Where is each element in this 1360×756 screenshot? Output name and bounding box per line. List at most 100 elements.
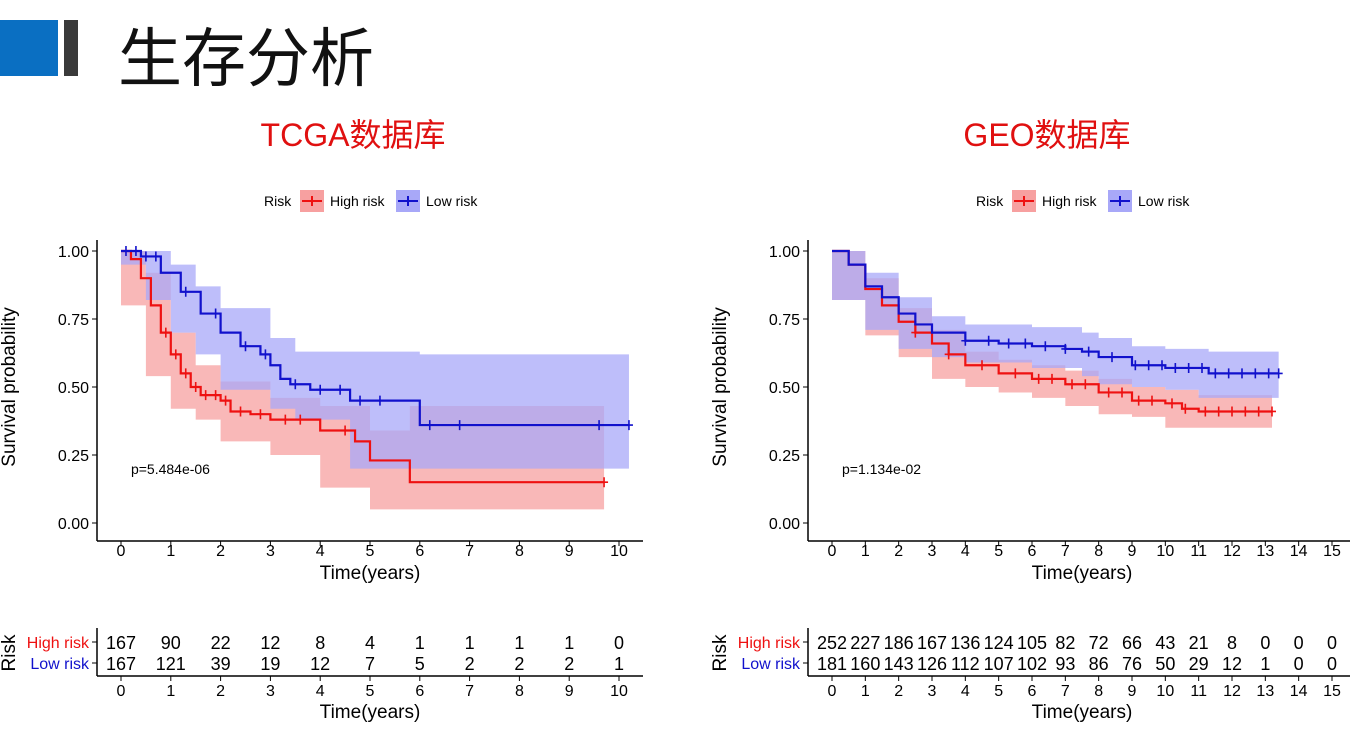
censor-mark xyxy=(1104,387,1113,398)
risk-count: 0 xyxy=(1327,633,1337,653)
x-tick-label: 14 xyxy=(1290,543,1308,560)
risk-count: 227 xyxy=(850,633,880,653)
y-tick-label: 0.00 xyxy=(58,516,89,533)
x-tick-label: 7 xyxy=(465,543,474,560)
risk-count: 86 xyxy=(1089,654,1109,674)
risk-x-tick-label: 9 xyxy=(565,683,574,700)
risk-x-tick-label: 7 xyxy=(1061,683,1070,700)
risk-count: 1 xyxy=(564,633,574,653)
risk-x-tick-label: 5 xyxy=(994,683,1003,700)
risk-count: 0 xyxy=(1294,633,1304,653)
header-accent-bar xyxy=(64,20,78,76)
risk-x-tick-label: 2 xyxy=(216,683,225,700)
risk-x-tick-label: 15 xyxy=(1323,683,1341,700)
censor-mark xyxy=(121,246,130,256)
x-tick-label: 0 xyxy=(117,543,126,560)
censor-mark xyxy=(1171,362,1180,373)
y-tick-label: 0.75 xyxy=(58,312,89,329)
censor-mark xyxy=(1041,341,1050,352)
risk-x-tick-label: 5 xyxy=(366,683,375,700)
header-accent-square xyxy=(0,20,58,76)
y-tick-label: 1.00 xyxy=(58,244,89,261)
y-tick-label: 0.25 xyxy=(58,448,89,465)
confidence-band xyxy=(121,251,629,469)
censor-mark xyxy=(131,246,140,256)
risk-x-tick-label: 6 xyxy=(415,683,424,700)
x-tick-label: 2 xyxy=(216,543,225,560)
censor-mark xyxy=(1228,406,1236,417)
censor-mark xyxy=(1011,368,1020,379)
censor-mark xyxy=(1184,362,1193,373)
censor-mark xyxy=(1068,379,1076,390)
censor-mark xyxy=(624,420,633,431)
risk-count: 1 xyxy=(514,633,524,653)
risk-count: 39 xyxy=(211,654,231,674)
x-tick-label: 13 xyxy=(1256,543,1274,560)
x-tick-label: 1 xyxy=(861,543,870,560)
risk-x-tick-label: 1 xyxy=(166,683,175,700)
risk-x-tick-label: 12 xyxy=(1223,683,1241,700)
risk-x-tick-label: 2 xyxy=(894,683,903,700)
censor-mark xyxy=(961,335,970,346)
risk-row-label: High risk xyxy=(738,635,801,652)
risk-count: 21 xyxy=(1189,633,1209,653)
chart-title: GEO数据库 xyxy=(963,117,1130,153)
censor-mark xyxy=(356,395,365,406)
censor-mark xyxy=(221,395,230,406)
risk-x-tick-label: 10 xyxy=(610,683,628,700)
risk-count: 1 xyxy=(614,654,624,674)
censor-mark xyxy=(1168,398,1176,409)
risk-count: 76 xyxy=(1122,654,1142,674)
risk-table-title: Risk xyxy=(710,634,731,671)
survival-curve xyxy=(121,249,605,484)
risk-count: 72 xyxy=(1089,633,1109,653)
risk-count: 121 xyxy=(156,654,186,674)
risk-count: 126 xyxy=(917,654,947,674)
legend-label: High risk xyxy=(330,193,385,209)
risk-row-label: Low risk xyxy=(30,656,90,673)
risk-count: 4 xyxy=(365,633,375,653)
censor-mark xyxy=(236,406,245,417)
x-tick-label: 4 xyxy=(961,543,970,560)
censor-mark xyxy=(181,368,190,379)
censor-mark xyxy=(1238,368,1246,379)
risk-count: 181 xyxy=(817,654,847,674)
risk-row-label: Low risk xyxy=(741,656,801,673)
risk-count: 167 xyxy=(917,633,947,653)
risk-x-tick-label: 6 xyxy=(1028,683,1037,700)
censor-mark xyxy=(211,308,220,319)
censor-mark xyxy=(1224,368,1233,379)
survival-curve xyxy=(832,249,1279,375)
x-axis-label: Time(years) xyxy=(320,563,421,584)
risk-count: 43 xyxy=(1155,633,1175,653)
risk-count: 12 xyxy=(260,633,280,653)
y-axis-label: Survival probability xyxy=(710,307,731,467)
risk-count: 124 xyxy=(984,633,1014,653)
risk-count: 2 xyxy=(514,654,524,674)
censor-mark xyxy=(201,390,210,401)
risk-x-axis-label: Time(years) xyxy=(1032,702,1133,723)
censor-mark xyxy=(425,420,434,431)
risk-count: 2 xyxy=(465,654,475,674)
chart-1: GEO数据库 Risk High risk Low risk 0.00 0.25 0.50 0… xyxy=(710,117,1350,723)
risk-count: 112 xyxy=(951,654,980,674)
risk-x-tick-label: 9 xyxy=(1128,683,1137,700)
x-tick-label: 8 xyxy=(515,543,524,560)
y-tick-label: 1.00 xyxy=(769,244,800,261)
x-tick-label: 2 xyxy=(894,543,903,560)
censor-mark xyxy=(600,477,609,488)
risk-count: 105 xyxy=(1017,633,1047,653)
censor-mark xyxy=(1251,368,1260,379)
censor-mark xyxy=(1181,403,1190,414)
censor-mark xyxy=(1084,346,1093,357)
legend-label: High risk xyxy=(1042,193,1097,209)
confidence-band xyxy=(832,251,1279,398)
chart-0: TCGA数据库 Risk High risk Low risk 0.00 0.25 0.50… xyxy=(0,117,643,723)
censor-mark xyxy=(1134,395,1143,406)
risk-x-tick-label: 14 xyxy=(1290,683,1308,700)
risk-x-tick-label: 8 xyxy=(1094,683,1103,700)
censor-mark xyxy=(1048,373,1056,384)
censor-mark xyxy=(316,384,325,395)
risk-count: 90 xyxy=(161,633,181,653)
